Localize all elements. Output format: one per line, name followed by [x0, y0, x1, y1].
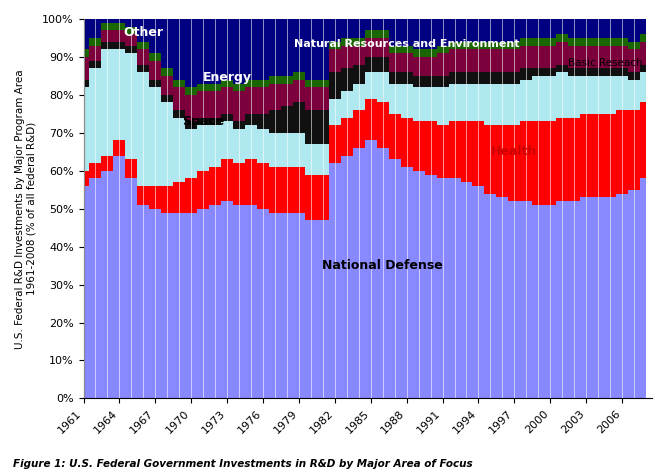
- Text: Figure 1: U.S. Federal Government Investments in R&D by Major Area of Focus: Figure 1: U.S. Federal Government Invest…: [13, 459, 473, 469]
- Text: Other: Other: [123, 26, 163, 39]
- Text: Energy: Energy: [203, 71, 251, 84]
- Text: Basic Reseach: Basic Reseach: [568, 58, 643, 68]
- Text: Natural Resources and Environment: Natural Resources and Environment: [294, 39, 520, 49]
- Y-axis label: U.S. Federal R&D Investments by Major Program Area
1961-2008 (% of all federal R: U.S. Federal R&D Investments by Major Pr…: [15, 69, 37, 348]
- Text: National Defense: National Defense: [322, 259, 443, 272]
- Text: Health: Health: [491, 146, 538, 158]
- Text: Space: Space: [182, 115, 224, 128]
